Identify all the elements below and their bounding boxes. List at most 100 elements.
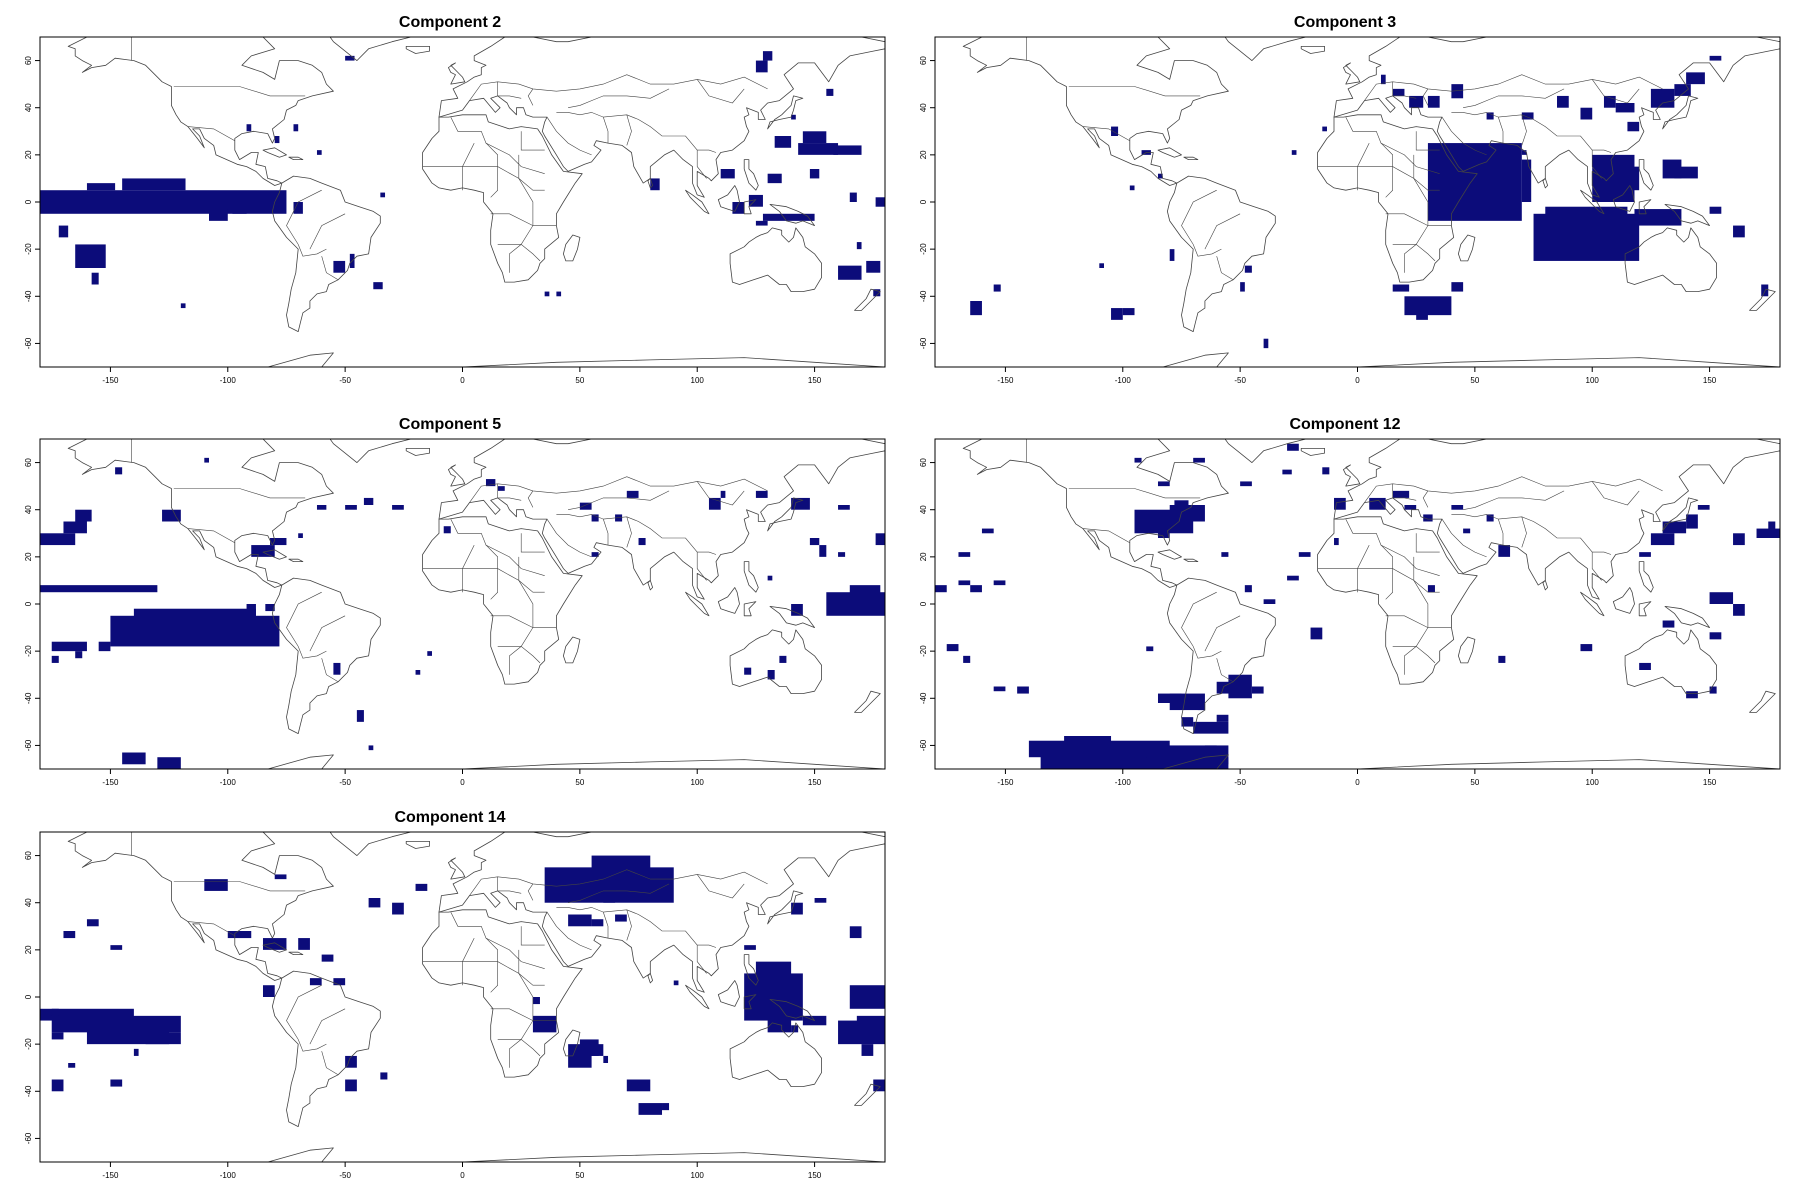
coastline	[329, 37, 412, 61]
highlight-cell	[755, 60, 768, 73]
coastline	[1300, 448, 1326, 456]
highlight-cell	[274, 874, 287, 880]
x-tick-label: 0	[460, 376, 465, 385]
x-tick-label: 150	[808, 376, 822, 385]
highlight-cell	[40, 1008, 134, 1021]
coastline	[1612, 185, 1635, 212]
x-tick-label: -100	[1115, 778, 1132, 787]
coastline	[288, 558, 304, 563]
highlight-cell	[615, 514, 623, 522]
highlight-cell	[1697, 505, 1710, 510]
y-tick-label: 60	[919, 458, 928, 467]
highlight-cell	[1157, 693, 1182, 703]
coastline	[405, 841, 431, 849]
highlight-cell	[51, 655, 59, 663]
country-border	[1591, 481, 1640, 506]
y-tick-label: 40	[24, 505, 33, 514]
country-border	[173, 881, 306, 892]
country-border	[1463, 490, 1565, 510]
highlight-cell	[1263, 338, 1269, 349]
highlight-cell	[373, 282, 383, 290]
highlight-cell	[265, 604, 275, 612]
highlight-cell	[1686, 72, 1705, 85]
coastline	[1612, 587, 1635, 614]
highlight-cell	[748, 194, 763, 207]
country-border	[1591, 79, 1640, 104]
country-border	[1216, 658, 1234, 683]
highlight-cell	[1639, 662, 1651, 670]
y-tick-label: 0	[919, 199, 928, 204]
country-border	[1392, 483, 1417, 501]
highlight-cell	[162, 509, 181, 522]
country-border	[173, 488, 306, 499]
panel-title: Component 5	[398, 416, 502, 433]
coastline	[743, 199, 757, 215]
coastline	[1342, 464, 1361, 487]
coastline	[1638, 561, 1654, 593]
country-border	[1068, 488, 1201, 499]
highlight-cell	[838, 505, 850, 510]
highlight-cell	[345, 1079, 357, 1092]
country-border	[1422, 88, 1429, 106]
x-tick-label: -150	[997, 778, 1014, 787]
highlight-cell	[1244, 585, 1252, 593]
highlight-cell	[946, 644, 959, 652]
y-tick-label: 20	[24, 945, 33, 954]
highlight-cell	[1709, 592, 1734, 604]
highlight-cell	[1498, 655, 1506, 663]
coastline	[1458, 636, 1476, 664]
highlight-cell	[1122, 308, 1135, 316]
highlight-cell	[732, 202, 745, 214]
highlight-cell	[204, 457, 209, 463]
coastline	[767, 497, 804, 532]
coastline	[647, 177, 653, 189]
highlight-cell	[363, 497, 374, 505]
highlight-cell	[1498, 150, 1504, 155]
highlight-cell	[75, 244, 106, 268]
y-tick-label: 0	[24, 199, 33, 204]
country-border	[568, 883, 670, 903]
highlight-cell	[262, 938, 287, 950]
coastline	[1638, 199, 1652, 215]
x-tick-label: 0	[460, 778, 465, 787]
coastline	[767, 95, 804, 130]
country-border	[1498, 519, 1504, 546]
coastline	[1624, 227, 1717, 293]
highlight-cell	[1181, 717, 1194, 727]
x-tick-label: 100	[691, 1171, 705, 1180]
highlight-cell	[115, 467, 123, 475]
highlight-cell	[157, 757, 181, 769]
highlight-cell	[603, 898, 616, 903]
highlight-cell	[720, 169, 735, 179]
country-border	[286, 591, 322, 647]
highlight-cell	[274, 136, 280, 144]
highlight-cell	[638, 1103, 663, 1115]
y-tick-label: 60	[24, 56, 33, 65]
x-tick-label: -100	[220, 1171, 237, 1180]
coastline	[743, 954, 759, 986]
highlight-cell	[333, 662, 341, 675]
country-border	[485, 937, 499, 993]
highlight-cell	[293, 124, 299, 132]
y-tick-label: -20	[919, 645, 928, 657]
coastline	[1183, 156, 1199, 161]
x-tick-label: -100	[1115, 376, 1132, 385]
y-tick-label: -60	[24, 1132, 33, 1144]
country-border	[1392, 81, 1417, 99]
coastline	[729, 227, 822, 293]
highlight-cell	[298, 533, 303, 538]
country-border	[1204, 213, 1241, 250]
country-border	[286, 189, 322, 245]
coastline	[405, 448, 431, 456]
country-border	[696, 79, 745, 104]
country-border	[462, 544, 475, 593]
country-border	[696, 552, 707, 581]
coastline	[405, 46, 431, 54]
country-border	[546, 518, 592, 558]
x-tick-label: -100	[220, 778, 237, 787]
highlight-cell	[270, 538, 287, 546]
country-border	[527, 490, 534, 508]
country-border	[626, 516, 632, 548]
highlight-cell	[98, 641, 111, 652]
country-border	[469, 869, 768, 896]
